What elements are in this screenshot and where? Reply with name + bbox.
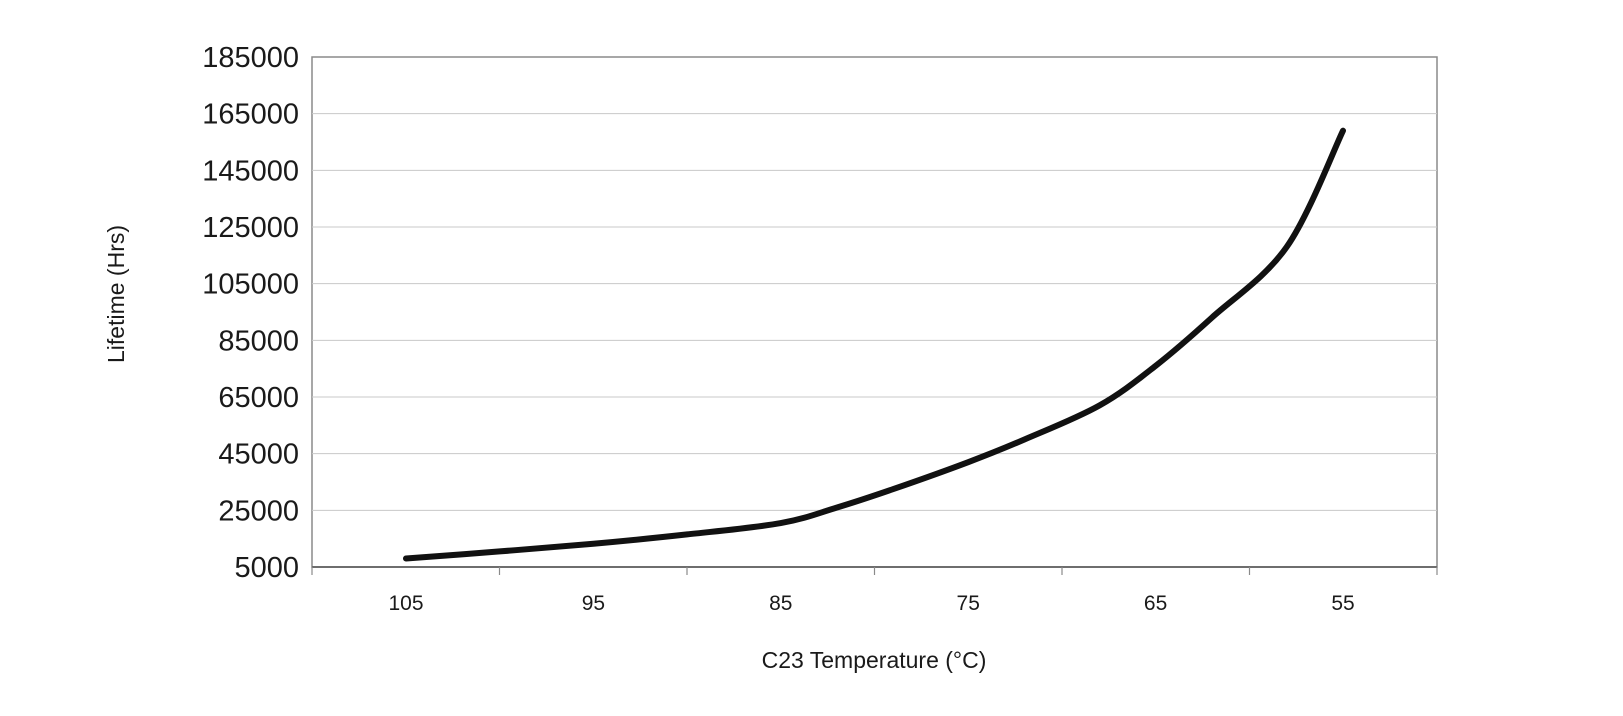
x-tick-label: 95 xyxy=(582,592,605,615)
y-tick-label: 185000 xyxy=(202,42,299,74)
x-tick-label: 65 xyxy=(1144,592,1167,615)
series-line-lifetime xyxy=(403,127,1346,562)
y-tick-label: 105000 xyxy=(202,269,299,301)
y-axis-ticks: 185000 165000 145000 125000 105000 85000 65000… xyxy=(202,42,299,584)
y-axis-title: Lifetime (Hrs) xyxy=(103,225,129,363)
plot-area xyxy=(311,56,1438,568)
x-tick-label: 55 xyxy=(1331,592,1354,615)
y-tick-label: 45000 xyxy=(218,439,299,471)
y-tick-label: 65000 xyxy=(218,382,299,414)
x-tick-label: 75 xyxy=(957,592,980,615)
x-tick-label: 105 xyxy=(388,592,423,615)
x-axis-title: C23 Temperature (°C) xyxy=(762,647,987,673)
x-axis-ticks: 105 95 85 75 65 55 xyxy=(311,567,1438,615)
y-tick-label: 85000 xyxy=(218,325,299,357)
y-tick-label: 5000 xyxy=(234,552,299,584)
y-tick-label: 145000 xyxy=(202,155,299,187)
y-tick-label: 165000 xyxy=(202,99,299,131)
y-tick-label: 125000 xyxy=(202,212,299,244)
x-tick-label: 85 xyxy=(769,592,792,615)
series-layer xyxy=(403,127,1346,562)
y-tick-label: 25000 xyxy=(218,495,299,527)
